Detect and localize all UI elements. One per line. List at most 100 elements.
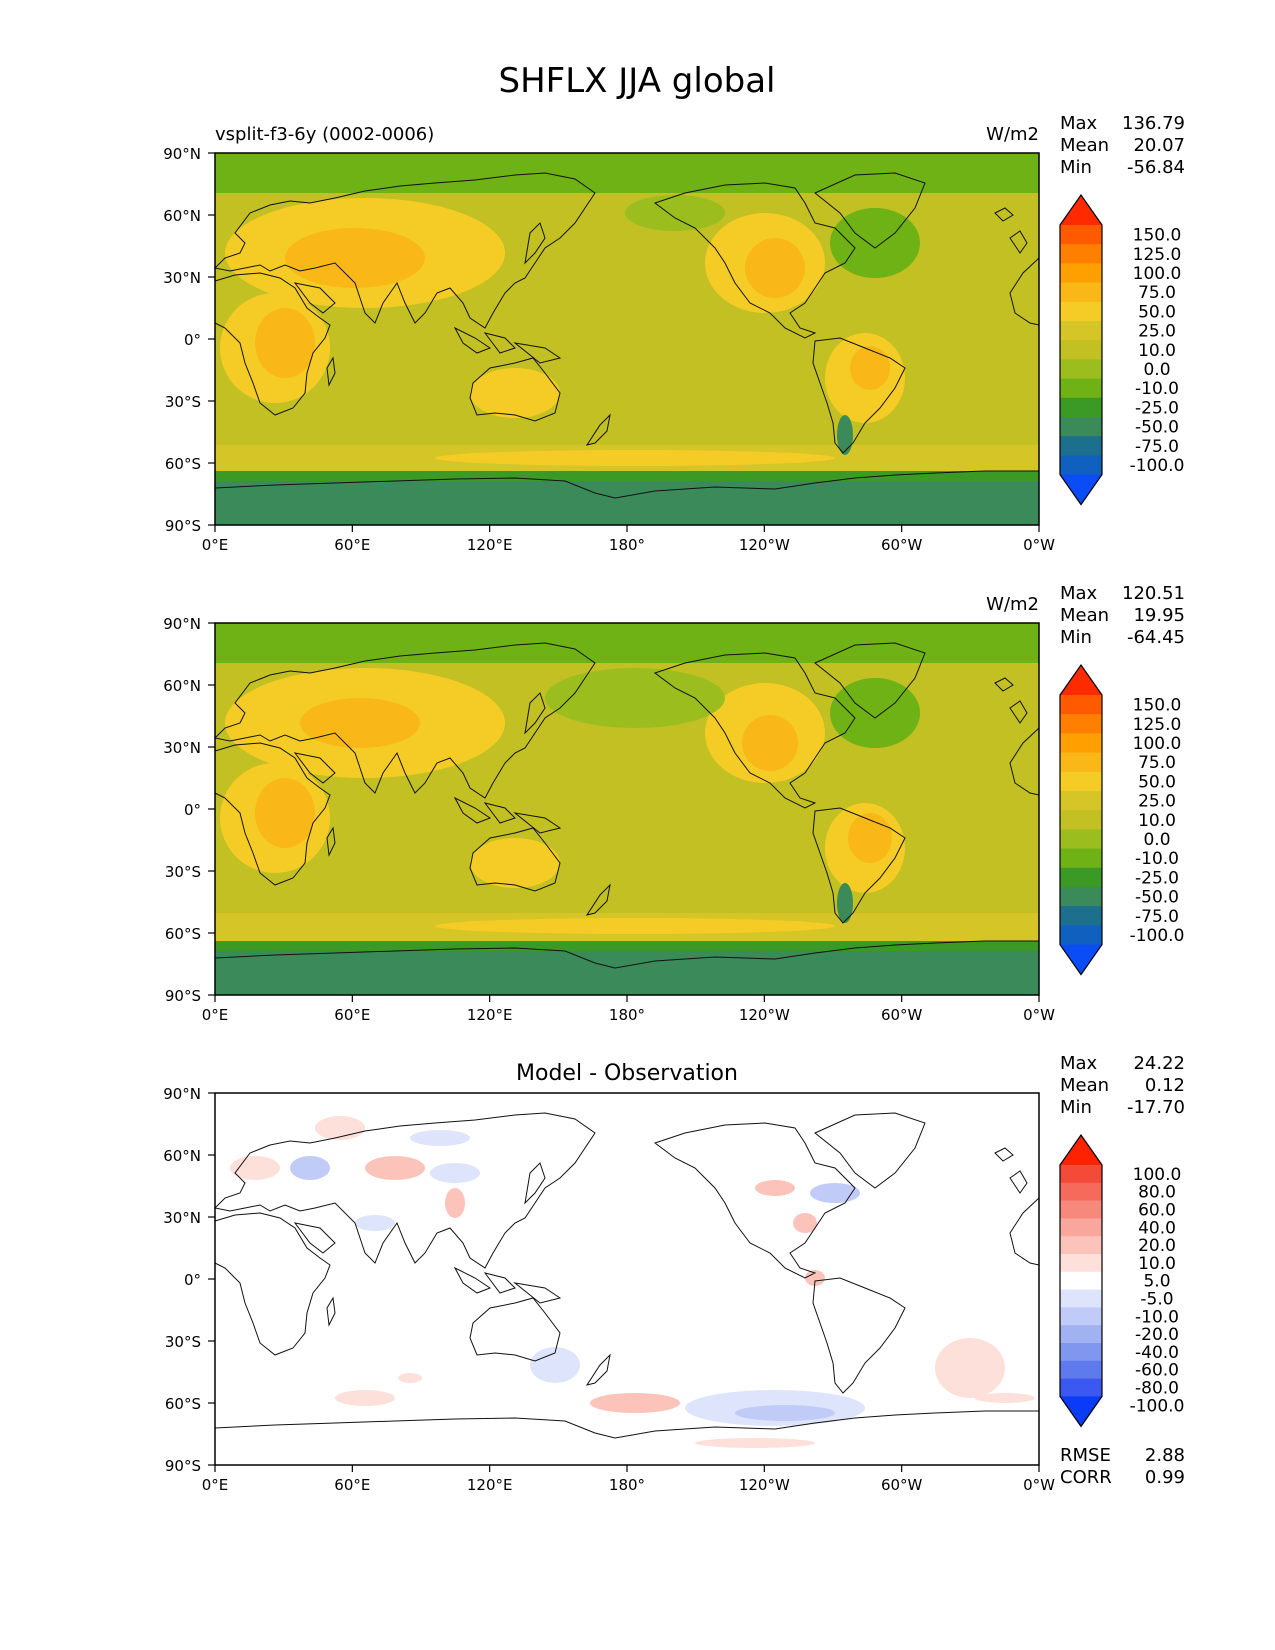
x-tick-label: 180° <box>609 1476 645 1494</box>
colorbar-segment <box>1060 1218 1102 1237</box>
colorbar-segment <box>1060 752 1102 773</box>
y-tick-label: 60°S <box>165 1395 201 1413</box>
colorbar-label: -50.0 <box>1135 888 1179 908</box>
antarctic-shelf-band <box>215 941 1039 951</box>
colorbar-label: 0.0 <box>1143 360 1170 380</box>
panel-units: W/m2 <box>986 594 1039 615</box>
colorbar-segment <box>1060 1307 1102 1326</box>
colorbar-label: 100.0 <box>1133 1165 1182 1185</box>
field-patch <box>850 346 890 390</box>
stat-value: -17.70 <box>1127 1097 1185 1118</box>
field-patch <box>830 208 920 278</box>
diff-patch <box>793 1213 817 1233</box>
colorbar-label: -5.0 <box>1140 1290 1173 1310</box>
x-tick-label: 120°W <box>739 1006 790 1024</box>
y-axis: 90°N 60°N 30°N 0° 30°S 60°S 90°S <box>163 145 215 535</box>
stats: Max 136.79 Mean 20.07 Min -56.84 <box>1060 113 1185 178</box>
figure-title: SHFLX JJA global <box>499 61 776 101</box>
colorbar-segment <box>1060 359 1102 380</box>
diff-patch <box>365 1156 425 1180</box>
diff-patch <box>805 1270 825 1286</box>
colorbar-label: 60.0 <box>1138 1201 1176 1221</box>
arctic-band <box>215 623 1039 663</box>
colorbar-outline <box>1059 663 1103 976</box>
colorbar-label: 5.0 <box>1143 1272 1170 1292</box>
colorbar-extend-min <box>1060 944 1102 975</box>
field-patch <box>848 813 892 863</box>
colorbar-segment <box>1060 1360 1102 1380</box>
metric-label: CORR <box>1060 1467 1112 1488</box>
colorbar-extend-min <box>1060 474 1102 505</box>
stat-value: -56.84 <box>1127 157 1185 178</box>
stat-label: Min <box>1060 157 1092 178</box>
metric-label: RMSE <box>1060 1445 1111 1466</box>
stat-label: Max <box>1060 113 1098 134</box>
colorbar-segment <box>1060 714 1102 734</box>
x-tick-label: 0°E <box>202 1476 229 1494</box>
colorbar-label: -10.0 <box>1135 379 1179 399</box>
stat-value: 120.51 <box>1122 583 1185 604</box>
colorbar-segment <box>1060 282 1102 303</box>
y-tick-label: 90°S <box>165 1457 201 1475</box>
x-tick-label: 120°E <box>467 536 513 554</box>
colorbar-label: -80.0 <box>1135 1379 1179 1399</box>
colorbar-segment <box>1060 771 1102 792</box>
colorbar-segment <box>1060 695 1102 715</box>
colorbar-segment <box>1060 848 1102 869</box>
colorbar-segment <box>1060 340 1102 360</box>
colorbar-segment <box>1060 1200 1102 1219</box>
field-patch <box>470 368 560 418</box>
colorbar-segment <box>1060 867 1102 888</box>
colorbar-segment <box>1060 397 1102 418</box>
colorbar-label: 10.0 <box>1138 811 1176 831</box>
y-tick-label: 60°S <box>165 925 201 943</box>
colorbar-segment <box>1060 1271 1102 1291</box>
colorbar-label: 150.0 <box>1133 696 1182 716</box>
colorbar-label: -10.0 <box>1135 849 1179 869</box>
x-tick-label: 60°W <box>881 1006 923 1024</box>
colorbar-segment <box>1060 378 1102 399</box>
colorbar-label: -25.0 <box>1135 398 1179 418</box>
map-field <box>214 153 1040 525</box>
y-axis: 90°N 60°N 30°N 0° 30°S 60°S 90°S <box>163 1085 215 1475</box>
field-patch <box>625 195 725 231</box>
colorbar-segment <box>1060 1325 1102 1344</box>
colorbar: 100.080.060.040.020.010.05.0-5.0-10.0-20… <box>1059 1133 1185 1428</box>
colorbar-label: 0.0 <box>1143 830 1170 850</box>
y-tick-label: 30°N <box>163 1209 201 1227</box>
colorbar: 150.0125.0100.075.050.025.010.00.0-10.0-… <box>1059 193 1185 506</box>
x-tick-label: 120°E <box>467 1476 513 1494</box>
x-tick-label: 180° <box>609 536 645 554</box>
colorbar-segment <box>1060 906 1102 926</box>
colorbar-label: -25.0 <box>1135 868 1179 888</box>
metric-value: 2.88 <box>1145 1445 1185 1466</box>
diff-patch <box>935 1338 1005 1398</box>
field-patch <box>255 778 315 848</box>
diff-patch <box>398 1373 422 1383</box>
colorbar-segment <box>1060 225 1102 245</box>
colorbar-segment <box>1060 1236 1102 1255</box>
x-tick-label: 0°W <box>1023 536 1055 554</box>
y-tick-label: 30°S <box>165 863 201 881</box>
colorbar-label: 50.0 <box>1138 302 1176 322</box>
colorbar-label: -100.0 <box>1130 456 1185 476</box>
y-tick-label: 0° <box>184 331 201 349</box>
colorbar-outline <box>1059 193 1103 506</box>
colorbar-label: -100.0 <box>1130 1396 1185 1416</box>
colorbar-segment <box>1060 244 1102 264</box>
colorbar-segment <box>1060 925 1102 946</box>
colorbar-segment <box>1060 1182 1102 1202</box>
x-tick-label: 60°W <box>881 1476 923 1494</box>
colorbar-label: 150.0 <box>1133 226 1182 246</box>
x-axis: 0°E 60°E 120°E 180° 120°W 60°W 0°W <box>202 995 1055 1024</box>
stat-value: -64.45 <box>1127 627 1185 648</box>
colorbar-segment <box>1060 263 1102 284</box>
diff-patch <box>695 1438 815 1448</box>
y-tick-label: 60°N <box>163 1147 201 1165</box>
stat-value: 20.07 <box>1133 135 1185 156</box>
stats: Max 24.22 Mean 0.12 Min -17.70 <box>1060 1053 1185 1118</box>
field-patch <box>830 678 920 748</box>
colorbar-label: -50.0 <box>1135 418 1179 438</box>
panel-units: W/m2 <box>986 124 1039 145</box>
